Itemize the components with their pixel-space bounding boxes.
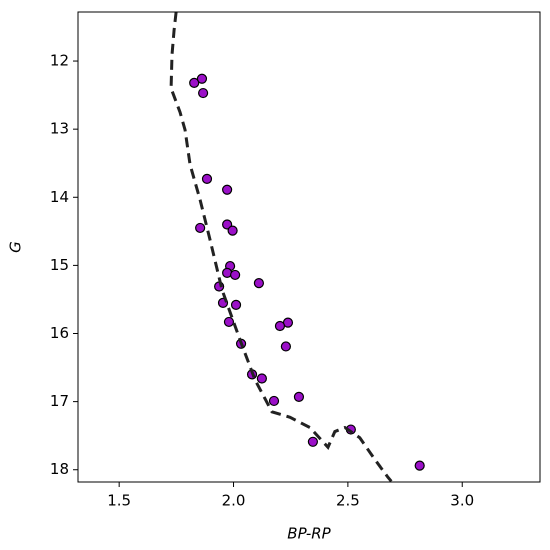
y-tick-label: 13 [50,120,69,138]
x-axis-label: BP-RP [287,525,331,543]
star-point [227,225,238,236]
y-tick-label: 15 [50,256,69,274]
star-point [198,87,209,99]
x-tick-label: 3.0 [450,492,474,510]
x-tick-label: 2.0 [222,492,246,510]
star-point [230,299,242,310]
star-point [256,373,267,384]
y-tick-label: 18 [50,460,69,478]
star-point [195,222,206,234]
y-tick-label: 12 [50,52,69,70]
x-tick-label: 2.5 [336,492,360,510]
star-point [253,278,265,289]
x-tick-label: 1.5 [107,492,131,510]
star-point [189,77,200,88]
star-point [222,184,233,195]
y-tick-label: 16 [50,324,69,342]
star-point [223,316,235,328]
star-point [307,436,318,447]
star-point [196,73,208,84]
star-point [230,269,241,281]
y-tick-label: 17 [50,392,69,410]
y-tick-label: 14 [50,188,69,206]
star-point [280,341,291,352]
star-point [293,391,305,402]
y-axis-label: G [7,241,25,253]
star-point [274,320,286,332]
star-point [414,460,425,471]
star-point [201,173,213,184]
isochrone-line [169,11,393,483]
plot-frame [77,11,541,483]
star-point [268,395,280,407]
